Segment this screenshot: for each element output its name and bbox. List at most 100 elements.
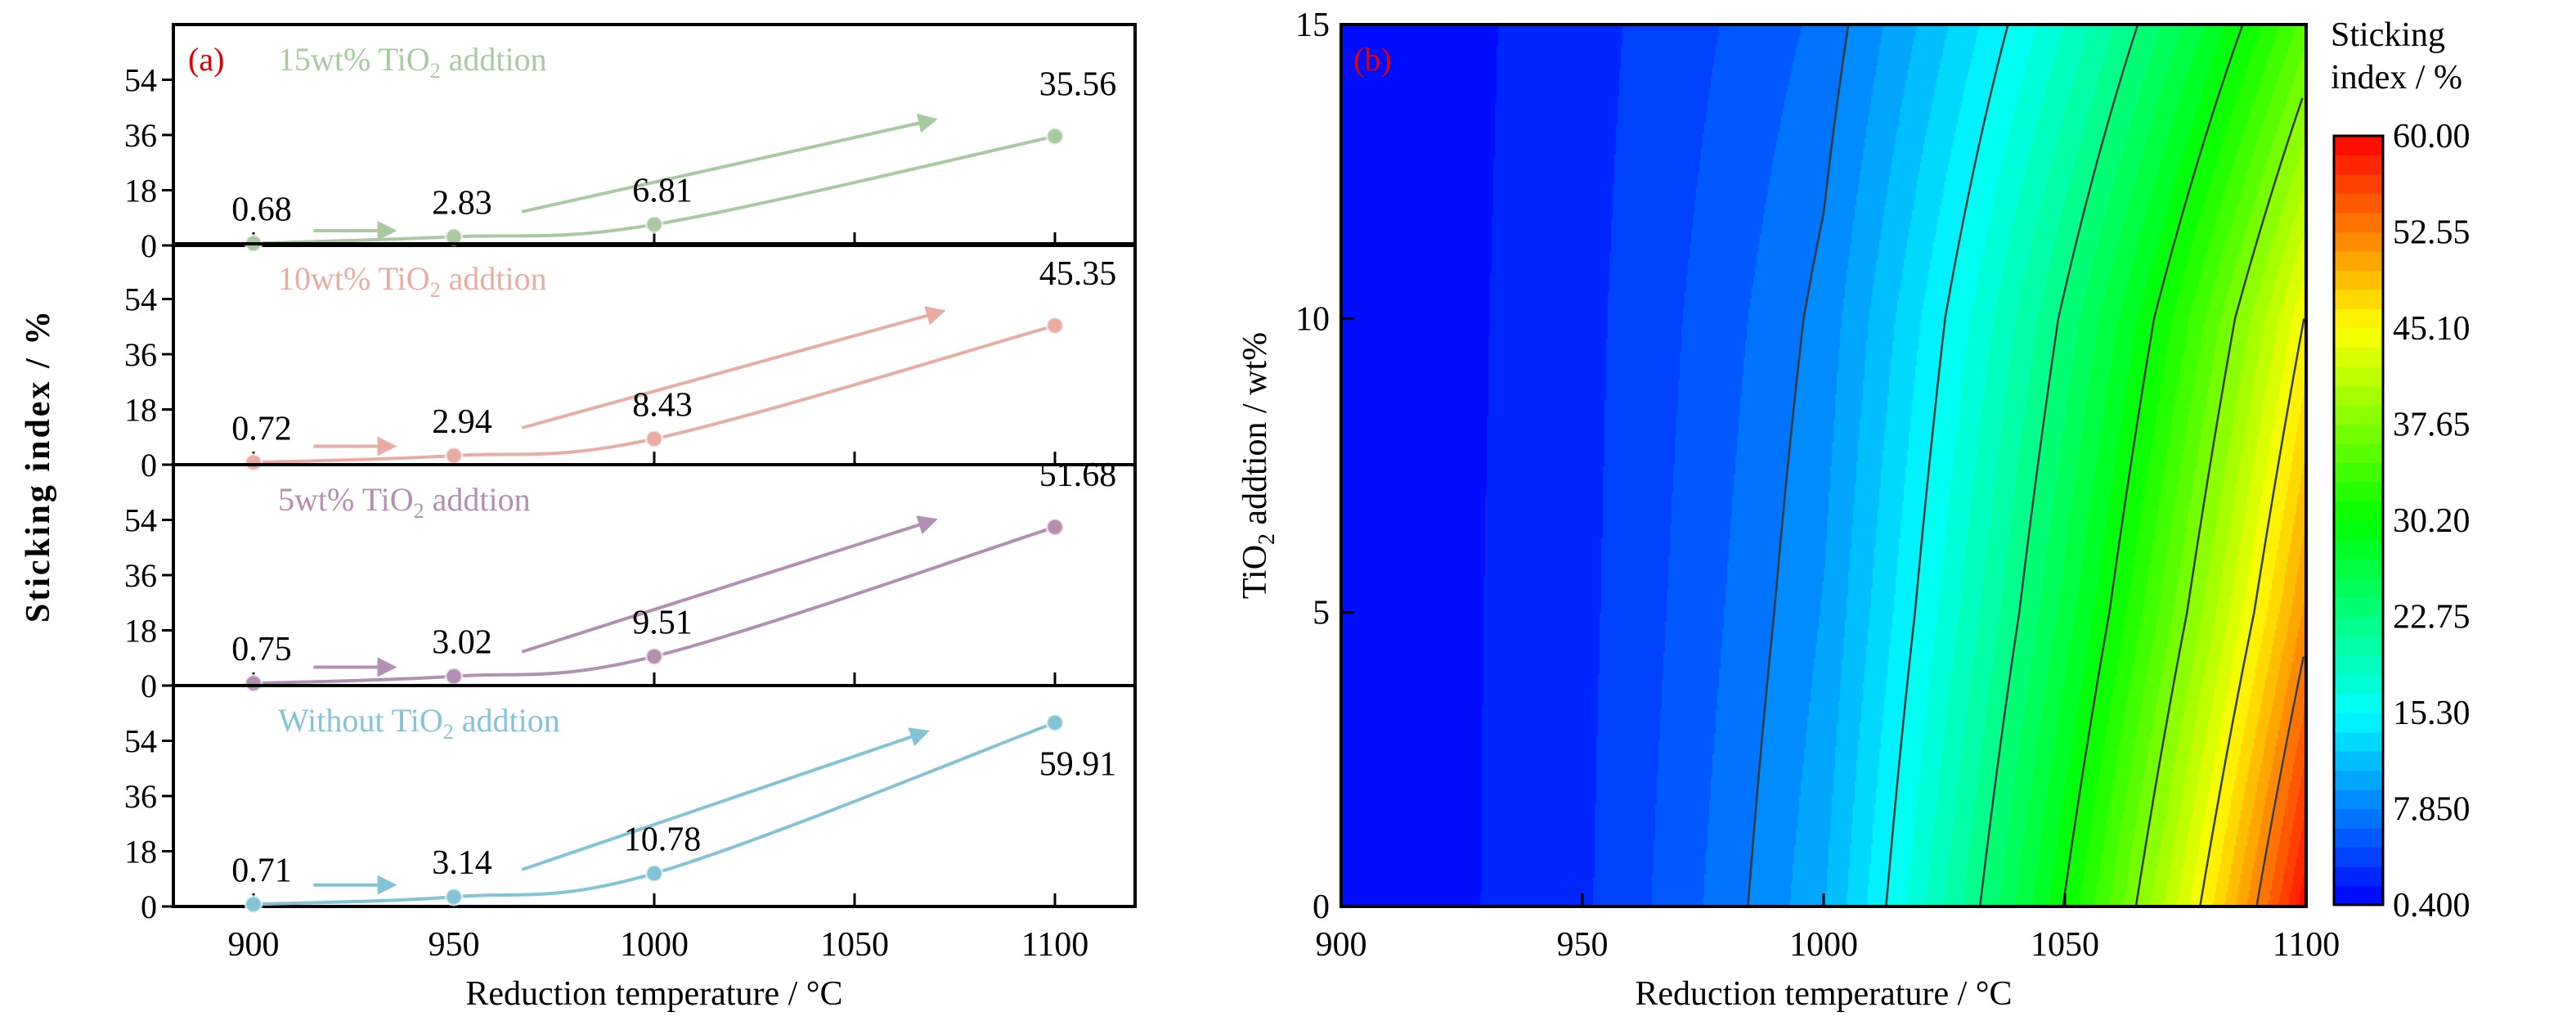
- data-label: 6.81: [632, 172, 693, 209]
- colorbar-band: [2334, 136, 2383, 156]
- colorbar-band: [2334, 674, 2383, 695]
- colorbar-band: [2334, 367, 2383, 387]
- colorbar-band: [2334, 308, 2383, 329]
- data-label: 45.35: [1039, 255, 1117, 293]
- colorbar-title-line2: index / %: [2331, 59, 2462, 97]
- colorbar-band: [2334, 578, 2383, 598]
- colorbar-tick-label: 45.10: [2393, 310, 2471, 348]
- trend-arrow: [521, 113, 938, 214]
- panel-b-label: (b): [1353, 41, 1392, 78]
- data-point: [444, 887, 464, 906]
- data-point: [1045, 127, 1065, 146]
- contour-line: [1885, 24, 2009, 907]
- colorbar-band: [2334, 616, 2383, 636]
- contour-line: [1978, 24, 2139, 907]
- y-tick-label: 36: [124, 117, 157, 154]
- colorbar-band: [2334, 385, 2383, 406]
- data-label: 0.71: [231, 852, 292, 889]
- colorbar-title-line1: Sticking: [2331, 16, 2445, 54]
- colorbar-band: [2334, 520, 2383, 541]
- colorbar-band: [2334, 713, 2383, 733]
- colorbar-band: [2334, 559, 2383, 579]
- data-point: [244, 894, 263, 914]
- x-tick-label: 900: [1316, 926, 1367, 964]
- y-tick-label: 0: [1313, 888, 1330, 926]
- y-tick-label: 15: [1295, 7, 1330, 44]
- colorbar-tick-label: 15.30: [2393, 695, 2471, 732]
- panel-a-label: (a): [188, 41, 224, 78]
- data-label: 35.56: [1039, 66, 1117, 104]
- colorbar-band: [2334, 155, 2383, 175]
- subplot-3: 0 18 36 54 0.71 3.14 10.78 59.91 Without TiO2 ad…: [124, 684, 1137, 925]
- colorbar-band: [2334, 290, 2383, 310]
- trend-arrow: [521, 727, 930, 871]
- y-tick-label: 54: [124, 62, 157, 99]
- y-tick-label: 36: [124, 557, 157, 594]
- y-tick-label: 0: [141, 447, 157, 484]
- colorbar-band: [2334, 174, 2383, 195]
- data-point: [1045, 517, 1065, 537]
- y-tick-label: 54: [124, 502, 157, 539]
- data-label: 3.14: [432, 844, 492, 882]
- contour-line: [2255, 656, 2304, 907]
- colorbar-band: [2334, 424, 2383, 444]
- colorbar-band: [2334, 597, 2383, 618]
- panel-b: 900 950 1000 1050 1100 0 5 10 15 60.00 52.55 45.10 3…: [1295, 7, 2471, 964]
- colorbar-band: [2334, 539, 2383, 560]
- series-label: 10wt% TiO2 addtion: [278, 260, 547, 302]
- data-point: [644, 429, 664, 448]
- colorbar-tick-label: 22.75: [2393, 599, 2471, 636]
- series-line: [253, 324, 1056, 465]
- data-label: 2.83: [432, 184, 492, 222]
- panel-a-ylabel: Sticking index / %: [20, 308, 57, 623]
- x-tick-label: 1000: [620, 926, 689, 964]
- x-tick-label: 900: [228, 926, 280, 964]
- data-label: 59.91: [1039, 745, 1117, 783]
- data-point: [244, 452, 263, 472]
- y-tick-label: 36: [124, 336, 157, 373]
- colorbar-band: [2334, 885, 2383, 906]
- x-tick-label: 950: [429, 926, 480, 964]
- data-label: 10.78: [624, 821, 702, 859]
- colorbar-band: [2334, 636, 2383, 656]
- contour-line: [1747, 24, 1850, 907]
- data-point: [1045, 316, 1065, 335]
- colorbar-band: [2334, 847, 2383, 867]
- x-tick-label: 1100: [1021, 926, 1088, 964]
- y-tick-label: 0: [141, 227, 157, 264]
- contour-line: [2134, 97, 2304, 907]
- series-label: Without TiO2 addtion: [278, 702, 560, 744]
- trend-arrow: [521, 306, 946, 430]
- subplot-0: 0 18 36 54 0.68 2.83 6.81 35.56 15wt% TiO2 addti…: [124, 23, 1137, 264]
- data-point: [444, 446, 464, 466]
- series-label: 5wt% TiO2 addtion: [278, 481, 531, 523]
- y-tick-label: 18: [124, 834, 157, 870]
- panel-b-ylabel: TiO2 addtion / wt%: [1236, 332, 1280, 599]
- colorbar-band: [2334, 270, 2383, 290]
- y-tick-label: 5: [1313, 595, 1330, 632]
- data-point: [644, 646, 664, 666]
- y-tick-label: 18: [124, 392, 157, 429]
- colorbar-tick-label: 37.65: [2393, 407, 2471, 444]
- x-tick-label: 1100: [2273, 926, 2340, 964]
- y-tick-label: 18: [124, 173, 157, 209]
- y-tick-label: 18: [124, 613, 157, 650]
- colorbar-tick-label: 0.400: [2393, 887, 2471, 924]
- data-point: [1045, 713, 1065, 732]
- series-line: [253, 525, 1056, 686]
- y-tick-label: 54: [124, 281, 157, 318]
- colorbar-band: [2334, 443, 2383, 464]
- x-tick-label: 1050: [2031, 926, 2099, 964]
- y-tick-label: 10: [1295, 300, 1330, 338]
- panel-b-xlabel: Reduction temperature / °C: [1635, 975, 2012, 1013]
- panel-a: 0 18 36 54 0.68 2.83 6.81 35.56 15wt% TiO2 addti…: [124, 23, 1137, 964]
- colorbar-band: [2334, 251, 2383, 272]
- data-label: 0.68: [231, 191, 292, 228]
- colorbar-tick-label: 30.20: [2393, 502, 2471, 540]
- colorbar-band: [2334, 751, 2383, 771]
- colorbar-band: [2334, 462, 2383, 483]
- colorbar-band: [2334, 232, 2383, 252]
- data-label: 51.68: [1039, 457, 1117, 494]
- colorbar-band: [2334, 693, 2383, 713]
